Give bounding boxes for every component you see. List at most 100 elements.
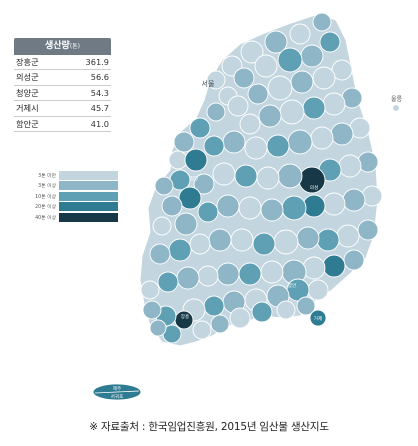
production-table-header: 생산량(톤) [14,38,111,55]
region-tile [149,319,167,337]
production-value: 56.6 [90,72,109,83]
region-tile [233,67,255,89]
region-tile [161,195,183,217]
region-tile [208,228,232,252]
region-tile [296,226,320,250]
region-tile [296,296,316,316]
label-jangheung: 장흥 [181,313,189,320]
region-tile [222,130,246,154]
production-row: 함안군 41.0 [14,117,111,132]
region-tile [276,300,296,320]
ulleung-island [393,105,399,111]
region-tile [168,238,192,262]
region-tile [312,12,332,32]
production-region: 장흥군 [16,57,39,67]
production-region: 함안군 [16,118,39,129]
region-tile [322,254,346,278]
production-row: 거제시 45.7 [14,101,111,117]
production-row: 청양군 54.3 [14,86,111,102]
region-tile [322,192,346,216]
legend-label: 3톤 이상 [38,184,56,190]
legend-item: 10톤 이상 [20,191,120,202]
region-tile [287,129,313,155]
label-jeju: 제주 [113,385,121,392]
region-tile [338,154,362,178]
production-unit: (톤) [69,43,81,50]
region-tile [260,260,284,284]
label-haman: 함안 [288,282,297,289]
region-tile [193,173,215,195]
legend-swatch [59,181,118,191]
legend-item: 3톤 이상 [20,181,120,192]
production-region: 의성군 [16,72,39,83]
label-ulleung: 울릉 [391,96,403,103]
region-tile [266,134,290,158]
region-tile [210,314,230,334]
region-tile [244,136,268,160]
region-tile [192,320,212,340]
region-tile [203,135,225,157]
region-tile [216,194,240,218]
source-caption: ※ 자료출처 : 한국임업진흥원, 2015년 임산물 생산지도 [89,421,329,433]
legend-item: 3톤 미만 [20,170,120,181]
region-tile [277,163,303,189]
production-table: 생산량(톤) 장흥군 361.9 의성군 56.6 청양군 54.3 거제시 4… [14,38,111,132]
production-value: 361.9 [85,57,109,67]
region-tile [277,47,303,73]
region-tile [252,232,276,256]
region-tile [251,301,273,323]
region-tile [176,266,200,290]
legend-label: 40톤 이상 [35,215,56,221]
region-tile [307,279,329,301]
region-tile [206,102,226,122]
label-uiseong: 의성 [310,184,318,191]
region-tile [203,295,225,317]
region-tile [279,99,305,125]
label-seoul: 서울 [202,79,215,88]
region-tile [254,54,278,78]
region-tile [289,23,311,45]
region-tile [173,131,195,153]
legend-swatch [59,212,118,222]
legend-swatch [59,191,118,201]
region-tile [197,201,219,223]
label-cheongyang: 청양 [190,175,199,182]
region-tile [336,224,360,248]
region-tile [256,166,280,190]
region-tile [322,92,346,116]
region-tile [239,113,261,135]
label-geoje: 거제 [314,315,322,322]
region-tile [247,83,269,105]
region-tile [273,229,299,255]
legend-swatch [59,170,118,180]
map-legend: 3톤 미만 3톤 이상 10톤 이상 20톤 이상 40톤 이상 [20,170,120,223]
region-tile [189,117,211,139]
region-tile [281,195,307,221]
label-seogwipo: 서귀포 [111,393,124,400]
korea-choropleth-map: 제주 서귀포 울릉 서울 장흥 의성 청양 거제 함안 [92,12,403,401]
legend-label: 20톤 이상 [35,205,56,211]
region-tile [290,70,314,94]
region-tile [309,309,327,327]
production-region: 청양군 [16,87,39,98]
region-tile [230,228,254,252]
region-tile [302,256,326,280]
region-tile [342,188,366,212]
region-tile [343,249,365,271]
region-tile [316,228,340,252]
region-tile [206,70,226,90]
production-row: 의성군 56.6 [14,70,111,86]
legend-label: 3톤 미만 [38,173,56,179]
region-tile [212,162,236,186]
region-tile [357,219,379,241]
region-tile [264,30,288,54]
legend-label: 10톤 이상 [35,194,56,200]
region-tile [178,186,202,210]
region-tile [189,233,211,255]
region-tile [184,148,208,172]
production-region: 거제시 [16,103,39,114]
region-tile [157,271,179,293]
region-tile [302,194,326,218]
region-tile [267,75,293,101]
